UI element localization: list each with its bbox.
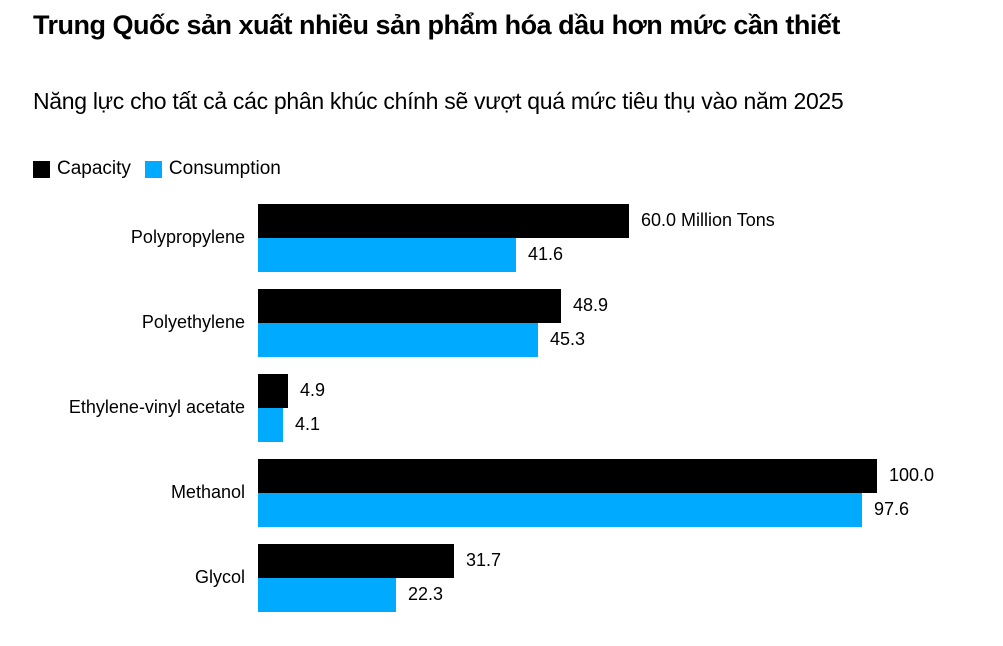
value-label-capacity: 60.0 Million Tons [641, 210, 775, 230]
legend: Capacity Consumption [33, 158, 295, 180]
bar-capacity [258, 374, 288, 408]
bar-consumption [258, 578, 396, 612]
category-label: Ethylene-vinyl acetate [68, 397, 245, 417]
bar-consumption [258, 493, 862, 527]
category-label: Glycol [194, 567, 245, 587]
bar-consumption [258, 323, 538, 357]
bar-capacity [258, 544, 454, 578]
value-label-consumption: 41.6 [528, 244, 564, 264]
category-label: Polypropylene [130, 227, 245, 247]
value-label-capacity: 48.9 [573, 295, 609, 315]
bar-consumption [258, 238, 516, 272]
value-label-consumption: 97.6 [874, 499, 910, 519]
legend-item-consumption: Consumption [144, 158, 281, 180]
legend-label-consumption: Consumption [168, 158, 281, 179]
value-label-consumption: 45.3 [550, 329, 586, 349]
value-label-capacity: 4.9 [300, 380, 326, 400]
bar-capacity [258, 459, 877, 493]
bar-capacity [258, 204, 629, 238]
chart-title: Trung Quốc sản xuất nhiều sản phẩm hóa d… [33, 10, 840, 40]
legend-label-capacity: Capacity [57, 158, 131, 179]
legend-swatch-capacity [33, 160, 50, 178]
value-label-consumption: 4.1 [295, 414, 321, 434]
category-label: Polyethylene [141, 312, 245, 332]
chart-subtitle: Năng lực cho tất cả các phân khúc chính … [33, 88, 844, 114]
bar-consumption [258, 408, 283, 442]
legend-swatch-consumption [144, 160, 162, 178]
bar-capacity [258, 289, 561, 323]
category-label: Methanol [170, 482, 245, 502]
value-label-capacity: 31.7 [466, 550, 502, 570]
value-label-capacity: 100.0 [889, 465, 935, 485]
value-label-consumption: 22.3 [408, 584, 444, 604]
legend-item-capacity: Capacity [33, 158, 131, 180]
